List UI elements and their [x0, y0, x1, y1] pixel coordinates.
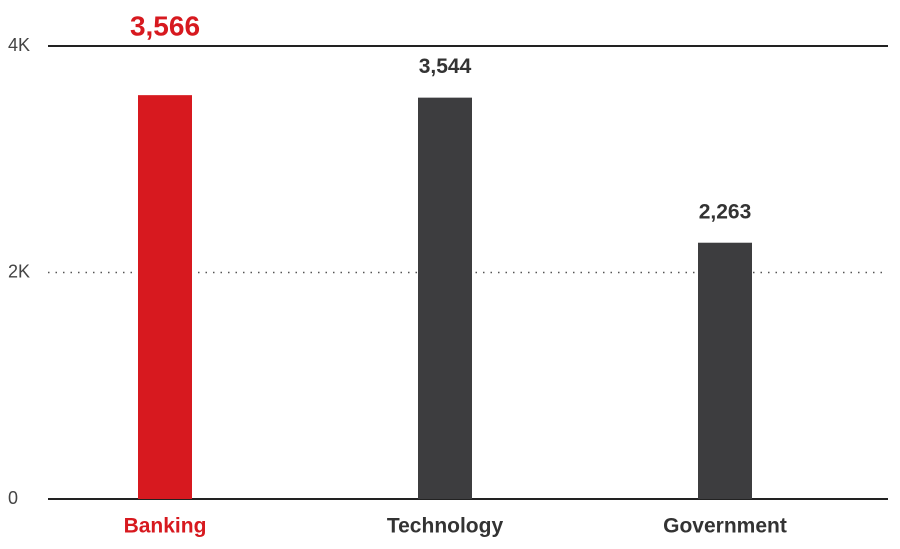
- value-label: 3,544: [419, 55, 472, 78]
- y-tick-label: 0: [8, 488, 18, 508]
- y-tick-label: 4K: [8, 35, 30, 55]
- value-label: 3,566: [130, 10, 200, 41]
- x-tick-label: Technology: [387, 515, 504, 538]
- bar: [698, 242, 752, 499]
- x-tick-label: Government: [663, 515, 787, 538]
- bar: [418, 97, 472, 499]
- bar: [138, 95, 192, 499]
- value-label: 2,263: [699, 200, 752, 223]
- y-tick-label: 2K: [8, 261, 30, 281]
- x-tick-label: Banking: [124, 515, 207, 538]
